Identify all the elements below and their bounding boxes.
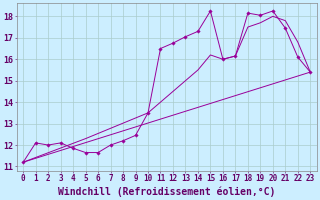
X-axis label: Windchill (Refroidissement éolien,°C): Windchill (Refroidissement éolien,°C) [58, 186, 276, 197]
